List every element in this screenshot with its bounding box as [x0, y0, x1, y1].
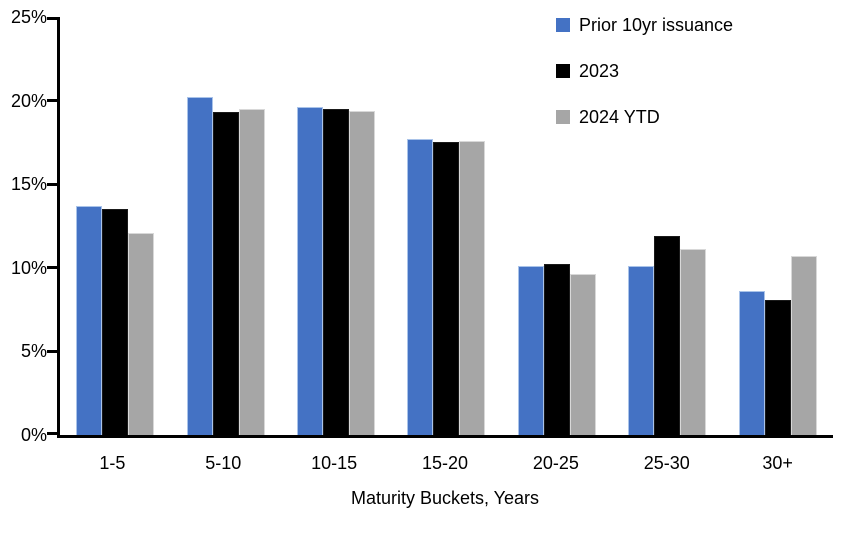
- legend-label: 2023: [579, 61, 620, 81]
- bar-group: [612, 17, 722, 435]
- bar: [297, 107, 324, 435]
- y-tick-mark: [47, 350, 60, 353]
- y-tick-mark: [47, 17, 60, 20]
- bar: [738, 291, 765, 435]
- plot-area: 0% 5% 10% 15% 20% 25%: [11, 7, 833, 445]
- bar-group: [502, 17, 612, 435]
- bar-group: [170, 17, 280, 435]
- x-tick-label: 1-5: [99, 453, 126, 473]
- bar: [76, 206, 103, 435]
- y-tick-label: 10%: [10, 258, 47, 278]
- bar: [323, 109, 350, 435]
- legend-item: 2023: [556, 60, 733, 82]
- bar: [459, 141, 486, 435]
- bar: [433, 142, 460, 435]
- bar-group: [60, 17, 170, 435]
- bar-group: [391, 17, 501, 435]
- bar: [212, 112, 239, 435]
- x-tick-label: 15-20: [421, 453, 469, 473]
- legend: Prior 10yr issuance 2023 2024 YTD: [556, 14, 733, 152]
- bar-group: [723, 17, 833, 435]
- y-tick-label: 20%: [10, 91, 47, 111]
- x-axis-title: Maturity Buckets, Years: [350, 488, 540, 508]
- bar: [186, 97, 213, 435]
- bar: [102, 209, 129, 435]
- x-tick-label: 20-25: [532, 453, 579, 473]
- y-tick-label: 0%: [20, 425, 47, 445]
- bar: [654, 236, 681, 435]
- y-tick-mark: [47, 183, 60, 186]
- x-tick-label: 25-30: [643, 453, 690, 473]
- legend-swatch: [556, 110, 570, 124]
- x-tick-label: 5-10: [205, 453, 242, 473]
- bar: [628, 266, 655, 435]
- legend-item: 2024 YTD: [556, 106, 733, 128]
- bar: [517, 266, 544, 435]
- bar: [680, 249, 707, 435]
- bar-group: [281, 17, 391, 435]
- bar-groups-container: [60, 17, 833, 435]
- bar: [407, 139, 434, 435]
- bar: [790, 256, 817, 435]
- y-tick-mark: [47, 99, 60, 102]
- x-tick-label: 10-15: [311, 453, 358, 473]
- bar: [543, 264, 570, 435]
- bar: [569, 274, 596, 435]
- bar: [238, 109, 265, 435]
- bar: [128, 233, 155, 435]
- legend-label: Prior 10yr issuance: [579, 15, 734, 35]
- y-tick-mark: [47, 266, 60, 269]
- y-tick-mark: [47, 432, 60, 435]
- x-axis-tick-labels: 1-5 5-10 10-15 15-20 20-25 25-30 30+: [57, 452, 833, 474]
- x-tick-label: 30+: [762, 453, 793, 473]
- legend-swatch: [556, 64, 570, 78]
- y-tick-label: 5%: [20, 341, 47, 361]
- y-tick-label: 25%: [10, 7, 47, 27]
- bar: [764, 300, 791, 435]
- legend-item: Prior 10yr issuance: [556, 14, 733, 36]
- legend-label: 2024 YTD: [579, 107, 660, 127]
- bar: [349, 111, 376, 435]
- legend-swatch: [556, 18, 570, 32]
- y-tick-label: 15%: [10, 174, 47, 194]
